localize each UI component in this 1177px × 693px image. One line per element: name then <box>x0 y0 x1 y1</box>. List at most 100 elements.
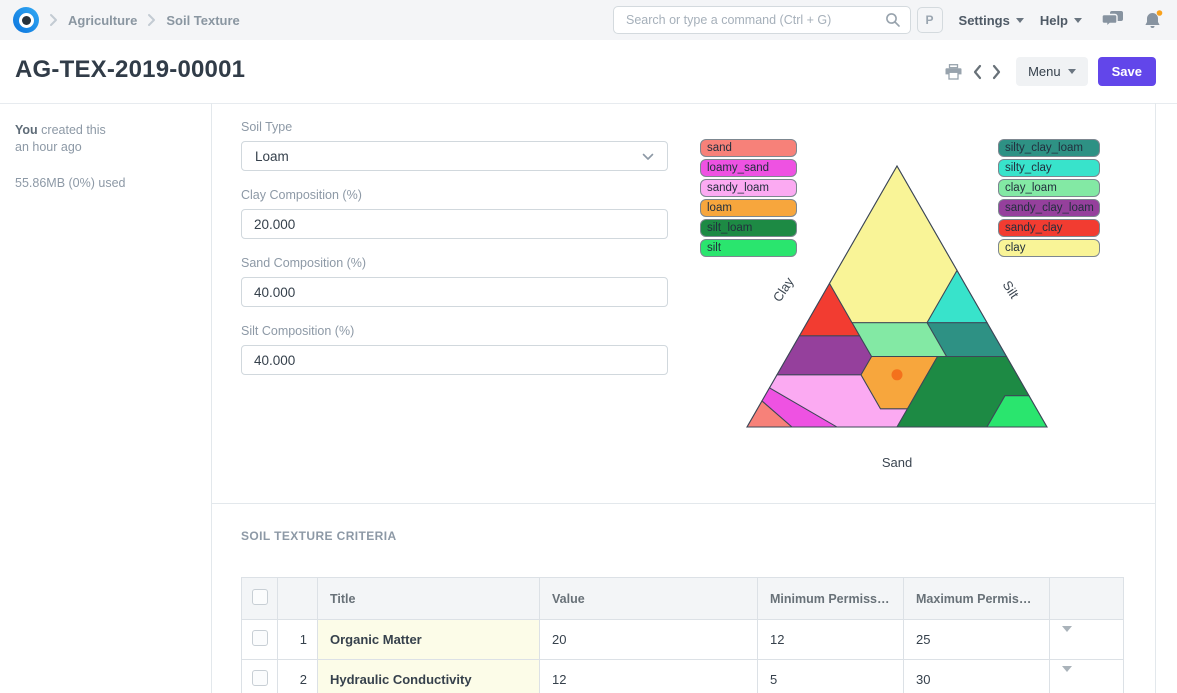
search-icon <box>885 12 901 28</box>
save-button[interactable]: Save <box>1097 57 1156 86</box>
navbar: Agriculture Soil Texture P Settings Help <box>0 0 1177 41</box>
help-menu[interactable]: Help <box>1040 13 1082 28</box>
title-cell[interactable]: Hydraulic Conductivity <box>317 659 540 693</box>
chevron-down-icon <box>1015 17 1024 23</box>
legend-chip-sand[interactable]: sand <box>700 139 797 157</box>
created-by-user: You <box>15 123 38 137</box>
menu-button[interactable]: Menu <box>1016 57 1088 86</box>
breadcrumb-agriculture[interactable]: Agriculture <box>68 12 138 28</box>
breadcrumb-soil-texture[interactable]: Soil Texture <box>166 12 240 28</box>
sand-composition-input[interactable] <box>241 277 668 307</box>
legend-chip-clay_loam[interactable]: clay_loam <box>998 179 1100 197</box>
min-permissible-header: Minimum Permissib... <box>757 577 904 620</box>
min-cell[interactable]: 5 <box>757 659 904 693</box>
navbar-right: P Settings Help <box>916 0 1163 40</box>
ternary-legend-right: silty_clay_loam silty_clay clay_loam sandy_… <box>998 139 1100 259</box>
page-title: AG-TEX-2019-00001 <box>15 56 246 83</box>
field-silt: Silt Composition (%) <box>241 324 668 375</box>
sample-point-marker <box>891 369 903 381</box>
sand-composition-label: Sand Composition (%) <box>241 256 367 270</box>
clay-axis-label: Clay <box>770 274 797 304</box>
value-header: Value <box>539 577 758 620</box>
clay-composition-input[interactable] <box>241 209 668 239</box>
created-when: an hour ago <box>15 140 82 154</box>
region-sandy_clay_loam <box>776 335 873 376</box>
legend-chip-silty_clay[interactable]: silty_clay <box>998 159 1100 177</box>
print-icon[interactable] <box>945 63 962 80</box>
clay-composition-label: Clay Composition (%) <box>241 188 362 202</box>
storage-used-text: 55.86MB (0%) used <box>15 176 126 190</box>
criteria-table: Title Value Minimum Permissib... Maximum… <box>241 577 1124 693</box>
global-search <box>613 6 911 34</box>
title-cell[interactable]: Organic Matter <box>317 619 540 660</box>
silt-axis-label: Silt <box>1000 278 1023 302</box>
chat-icon[interactable] <box>1102 11 1124 29</box>
max-cell[interactable]: 30 <box>903 659 1050 693</box>
search-input[interactable] <box>614 13 885 27</box>
field-clay: Clay Composition (%) <box>241 188 668 239</box>
triangle-outline <box>746 164 1048 428</box>
logo-ring <box>18 12 34 28</box>
legend-chip-loamy_sand[interactable]: loamy_sand <box>700 159 797 177</box>
row-checkbox[interactable] <box>251 670 268 686</box>
select-all-checkbox[interactable] <box>251 589 268 605</box>
user-avatar[interactable]: P <box>916 7 943 33</box>
legend-chip-loam[interactable]: loam <box>700 199 797 217</box>
soil-type-label: Soil Type <box>241 120 293 134</box>
page-actions: Menu Save <box>935 57 1156 86</box>
soil-texture-ternary-chart: Clay Silt Sand <box>746 164 1048 470</box>
field-sand: Sand Composition (%) <box>241 256 668 307</box>
notifications-bell-icon[interactable] <box>1144 10 1163 30</box>
silt-composition-input[interactable] <box>241 345 668 375</box>
legend-chip-sandy_loam[interactable]: sandy_loam <box>700 179 797 197</box>
menu-button-label: Menu <box>1028 64 1061 79</box>
region-clay <box>828 164 958 324</box>
legend-chip-silt[interactable]: silt <box>700 239 797 257</box>
chevron-down-icon <box>1067 69 1076 74</box>
legend-chip-silty_clay_loam[interactable]: silty_clay_loam <box>998 139 1100 157</box>
value-cell[interactable]: 20 <box>539 619 758 660</box>
row-number[interactable]: 1 <box>277 619 318 660</box>
soil-type-select[interactable]: Loam <box>241 141 668 171</box>
silt-composition-label: Silt Composition (%) <box>241 324 355 338</box>
table-row: 2 Hydraulic Conductivity 12 5 30 <box>241 659 1124 693</box>
row-number[interactable]: 2 <box>277 659 318 693</box>
next-doc-icon[interactable] <box>992 64 1002 80</box>
max-permissible-header: Maximum Permissi... <box>903 577 1050 620</box>
chevron-right-icon <box>147 13 156 27</box>
home-logo-icon[interactable] <box>13 7 39 33</box>
field-soil-type: Soil Type Loam <box>241 120 668 171</box>
max-cell[interactable]: 25 <box>903 619 1050 660</box>
row-checkbox[interactable] <box>251 630 268 646</box>
sand-axis-label: Sand <box>882 455 912 470</box>
form-right-divider <box>1155 103 1156 693</box>
legend-chip-silt_loam[interactable]: silt_loam <box>700 219 797 237</box>
chevron-down-icon <box>1074 17 1082 23</box>
criteria-section-heading: SOIL TEXTURE CRITERIA <box>241 529 397 543</box>
legend-chip-sandy_clay_loam[interactable]: sandy_clay_loam <box>998 199 1100 217</box>
logo-dot <box>21 15 31 25</box>
form-column: Soil Type Loam Clay Composition (%) Sand… <box>241 120 668 392</box>
row-expand-caret-icon[interactable] <box>1062 626 1072 647</box>
criteria-table-header-row: Title Value Minimum Permissib... Maximum… <box>241 577 1124 620</box>
value-cell[interactable]: 12 <box>539 659 758 693</box>
settings-menu[interactable]: Settings <box>959 13 1024 28</box>
created-by-note: You created this an hour ago <box>15 122 195 156</box>
title-header: Title <box>317 577 540 620</box>
chevron-right-icon <box>49 13 58 27</box>
row-expand-caret-icon[interactable] <box>1062 666 1072 687</box>
section-divider <box>212 503 1155 504</box>
min-cell[interactable]: 12 <box>757 619 904 660</box>
soil-type-value: Loam <box>255 148 289 164</box>
settings-label: Settings <box>958 12 1010 28</box>
created-text: created this <box>41 123 106 137</box>
sidebar-divider <box>211 103 212 693</box>
legend-chip-clay[interactable]: clay <box>998 239 1100 257</box>
row-number-header <box>277 577 318 620</box>
table-row: 1 Organic Matter 20 12 25 <box>241 619 1124 660</box>
chevron-down-icon <box>642 149 654 164</box>
legend-chip-sandy_clay[interactable]: sandy_clay <box>998 219 1100 237</box>
prev-doc-icon[interactable] <box>972 64 982 80</box>
help-label: Help <box>1039 12 1068 28</box>
